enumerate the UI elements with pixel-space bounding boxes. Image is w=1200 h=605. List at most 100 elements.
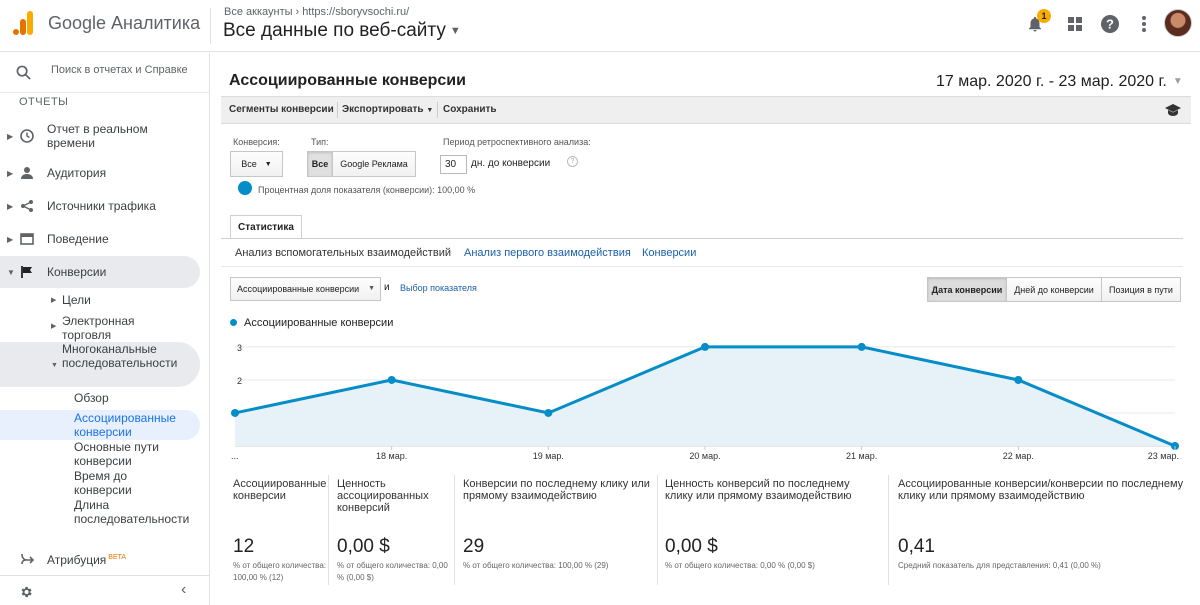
app-title[interactable]: Google Аналитика	[48, 13, 201, 33]
sidebar-sub-goals[interactable]: Цели	[62, 293, 91, 307]
sidebar-item-behavior[interactable]: ▶ Поведение	[0, 229, 200, 249]
apps-grid-icon	[1068, 17, 1082, 31]
series-area	[235, 346, 1175, 446]
chart-view-toggle: Дата конверсии Дней до конверсии Позиция…	[927, 277, 1181, 302]
graduation-cap-icon[interactable]	[1164, 103, 1182, 117]
sidebar-sub-mcf[interactable]: Многоканальные последовательности	[62, 342, 178, 370]
sidebar-item-attribution[interactable]: Атрибуция BETA	[0, 548, 200, 570]
summary-assisted-conversions[interactable]: Ассоциированные конверсии 12 % от общего…	[233, 475, 331, 605]
sidebar-sub-ecommerce[interactable]: Электронная торговля	[62, 314, 135, 342]
date-range-picker[interactable]: 17 мар. 2020 г. - 23 мар. 2020 г. ▼	[936, 73, 1183, 91]
help-icon: ?	[1101, 15, 1119, 33]
analytics-logo-icon[interactable]	[12, 11, 34, 35]
subtab-first-interaction[interactable]: Анализ первого взаимодействия	[464, 247, 631, 259]
subtab-assisted-analysis[interactable]: Анализ вспомогательных взаимодействий	[235, 247, 451, 259]
lookback-suffix: дн. до конверсии	[471, 158, 551, 169]
beta-badge: BETA	[108, 554, 127, 561]
view-days-to-conversion-button[interactable]: Дней до конверсии	[1006, 277, 1102, 302]
view-conversion-date-button[interactable]: Дата конверсии	[927, 277, 1007, 302]
options-button[interactable]	[1133, 13, 1155, 35]
chart-canvas: 123...18 мар.19 мар.20 мар.21 мар.22 мар…	[231, 342, 1179, 461]
caret-down-icon: ▼	[449, 24, 461, 37]
sidebar-item-acquisition[interactable]: ▶ Источники трафика	[0, 190, 200, 222]
page-title: Ассоциированные конверсии	[229, 72, 466, 89]
header-divider	[210, 8, 211, 44]
conversion-label: Конверсия:	[233, 137, 280, 147]
avatar[interactable]	[1164, 9, 1192, 37]
metric-select[interactable]: Ассоциированные конверсии ▼	[230, 277, 381, 301]
caret-down-icon: ▼	[368, 285, 375, 292]
report-toolbar: Сегменты конверсии Экспортировать ▼ Сохр…	[221, 96, 1191, 124]
view-path-position-button[interactable]: Позиция в пути	[1101, 277, 1181, 302]
x-tick-label: ...	[231, 451, 239, 461]
summary-sub: Средний показатель для представления: 0,…	[898, 561, 1101, 570]
apps-button[interactable]	[1064, 13, 1086, 35]
breadcrumb-accounts[interactable]: Все аккаунты	[224, 6, 293, 18]
clock-icon	[19, 128, 35, 144]
sidebar-item-audience[interactable]: ▶ Аудитория	[0, 163, 200, 183]
expand-arrow-icon: ▶	[7, 168, 14, 178]
type-all-button[interactable]: Все	[307, 151, 333, 177]
export-button[interactable]: Экспортировать ▼	[342, 104, 433, 115]
export-label: Экспортировать	[342, 104, 424, 115]
data-point	[701, 342, 709, 351]
conversion-segments-button[interactable]: Сегменты конверсии	[229, 104, 334, 115]
breadcrumb[interactable]: Все аккаунты › https://sboryvsochi.ru/	[224, 6, 409, 18]
top-header: Google Аналитика Все аккаунты › https://sb…	[0, 0, 1200, 52]
summary-title: Ассоциированные конверсии/конверсии по п…	[898, 478, 1184, 502]
sidebar-item-realtime[interactable]: ▶ Отчет в реальном времени	[0, 113, 200, 159]
expand-arrow-icon: ▶	[51, 297, 57, 304]
help-button[interactable]: ?	[1099, 13, 1121, 35]
x-tick-label: 22 мар.	[1003, 451, 1034, 461]
x-tick-label: 20 мар.	[689, 451, 720, 461]
sidebar-leaf-assisted[interactable]: Ассоциированные конверсии	[74, 411, 176, 439]
person-icon	[19, 165, 35, 181]
sidebar-item-label: Отчет в реальном времени	[47, 122, 148, 150]
tab-statistics[interactable]: Статистика	[230, 215, 302, 239]
sidebar-item-label: Поведение	[47, 232, 109, 246]
save-button[interactable]: Сохранить	[443, 104, 497, 115]
sidebar-leaf-path-length[interactable]: Длина последовательности	[74, 498, 190, 526]
sidebar-item-label: Источники трафика	[47, 199, 156, 213]
summary-title: Ценность конверсий по последнему клику и…	[665, 478, 852, 502]
lookback-input[interactable]	[440, 155, 467, 174]
gear-icon[interactable]	[19, 585, 33, 599]
collapse-sidebar-icon[interactable]: ‹	[181, 581, 187, 598]
sidebar-leaf-overview[interactable]: Обзор	[74, 391, 109, 405]
behavior-icon	[19, 231, 35, 247]
summary-title: Ценность ассоциированных конверсий	[337, 478, 429, 514]
legend-dot	[230, 319, 237, 326]
summary-ratio[interactable]: Ассоциированные конверсии/конверсии по п…	[898, 475, 1186, 605]
question-icon[interactable]: ?	[567, 156, 578, 167]
sidebar-footer: ‹	[0, 575, 210, 605]
sidebar-item-label: Атрибуция BETA	[47, 551, 167, 567]
caret-down-icon: ▼	[264, 160, 272, 168]
summary-divider	[888, 475, 889, 585]
summary-value: 0,00 $	[337, 536, 390, 557]
collapse-arrow-icon: ▼	[51, 362, 58, 369]
and-text: и	[384, 282, 390, 293]
subtab-conversions[interactable]: Конверсии	[642, 247, 697, 259]
sidebar-item-label: Конверсии	[47, 265, 107, 279]
breadcrumb-property[interactable]: https://sboryvsochi.ru/	[302, 6, 410, 18]
summary-sub: % от общего количества: 100,00 % (29)	[463, 561, 609, 570]
choose-metric-link[interactable]: Выбор показателя	[400, 283, 477, 293]
toolbar-divider	[437, 102, 438, 118]
search-input[interactable]	[51, 64, 187, 76]
y-tick-label: 3	[237, 343, 242, 353]
summary-last-click-conversions[interactable]: Конверсии по последнему клику или прямом…	[463, 475, 653, 605]
type-google-ads-button[interactable]: Google Реклама	[332, 151, 416, 177]
sidebar-leaf-top-paths[interactable]: Основные пути конверсии	[74, 440, 159, 468]
x-tick-label: 19 мар.	[533, 451, 564, 461]
summary-last-click-value[interactable]: Ценность конверсий по последнему клику и…	[665, 475, 880, 605]
sidebar-item-conversions[interactable]: ▼ Конверсии	[0, 256, 200, 288]
share-text: Процентная доля показателя (конверсии): …	[258, 185, 476, 195]
summary-assisted-value[interactable]: Ценность ассоциированных конверсий 0,00 …	[337, 475, 451, 605]
summary-title: Ассоциированные конверсии	[233, 478, 327, 502]
sidebar-item-label: Аудитория	[47, 166, 107, 180]
conversion-select[interactable]: Все ▼	[230, 151, 283, 177]
subtab-divider	[221, 266, 1183, 267]
x-tick-label: 21 мар.	[846, 451, 877, 461]
sidebar-leaf-time-lag[interactable]: Время до конверсии	[74, 469, 132, 497]
view-selector[interactable]: Все данные по веб-сайту ▼	[223, 20, 461, 42]
